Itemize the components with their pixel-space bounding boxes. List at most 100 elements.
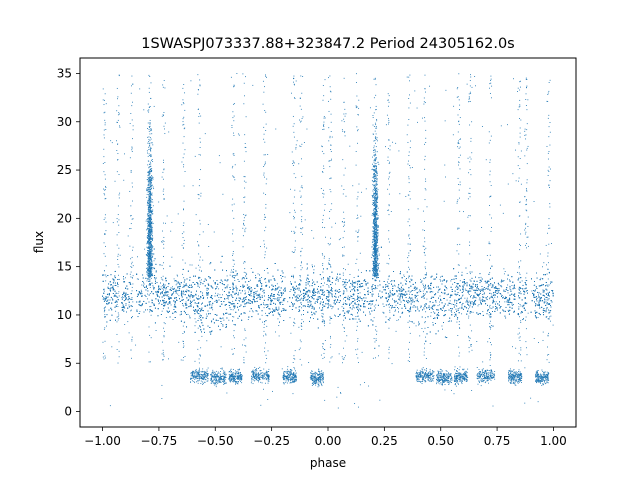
data-point	[534, 296, 536, 298]
data-point	[318, 290, 320, 292]
data-point	[489, 298, 491, 300]
data-point	[195, 294, 197, 296]
data-point	[396, 319, 398, 321]
data-point	[389, 311, 391, 313]
data-point	[222, 294, 223, 296]
data-point	[552, 324, 554, 326]
data-point	[206, 290, 208, 291]
data-point	[352, 306, 354, 308]
data-point	[492, 298, 494, 300]
data-point	[206, 292, 208, 294]
data-point	[353, 277, 355, 279]
data-point	[432, 322, 434, 324]
data-point	[128, 304, 130, 306]
data-point	[177, 287, 179, 289]
data-point	[259, 293, 261, 295]
data-point	[186, 285, 188, 287]
data-point	[364, 303, 365, 305]
data-point	[313, 269, 315, 271]
data-point	[345, 281, 347, 283]
data-point	[455, 308, 457, 310]
data-point	[103, 290, 105, 292]
data-point	[164, 304, 165, 306]
data-point	[390, 281, 392, 282]
data-point	[540, 277, 542, 279]
data-point	[181, 299, 183, 301]
data-point	[296, 297, 298, 299]
data-point	[346, 310, 348, 312]
data-point	[370, 304, 372, 306]
data-point	[312, 318, 314, 319]
data-point	[444, 314, 446, 316]
data-point	[103, 274, 105, 276]
data-point	[367, 292, 369, 294]
data-point	[372, 290, 374, 292]
data-point	[263, 302, 265, 304]
data-point	[413, 289, 415, 291]
data-point	[167, 290, 169, 292]
data-point	[233, 287, 235, 289]
data-point	[522, 306, 524, 308]
data-point	[122, 296, 123, 298]
data-point	[125, 277, 126, 279]
data-point	[518, 289, 520, 291]
data-point	[491, 307, 493, 309]
data-point	[439, 301, 441, 303]
data-point	[421, 328, 423, 329]
data-point	[175, 284, 177, 286]
data-point	[307, 298, 309, 300]
data-point	[123, 297, 125, 299]
data-point	[349, 273, 351, 275]
data-point	[531, 290, 533, 292]
data-point	[236, 289, 238, 291]
data-point	[551, 290, 553, 292]
data-point	[140, 289, 142, 291]
data-point	[185, 301, 187, 303]
data-point	[206, 305, 208, 307]
data-point	[487, 280, 489, 282]
data-point	[247, 301, 249, 303]
data-point	[347, 263, 349, 265]
data-point	[174, 287, 175, 289]
data-point	[440, 276, 441, 278]
data-point	[309, 291, 311, 293]
data-point	[205, 313, 207, 315]
data-point	[482, 311, 484, 313]
data-point	[550, 283, 551, 285]
data-point	[219, 294, 221, 296]
data-point	[269, 303, 271, 305]
data-point	[464, 297, 466, 299]
data-point	[433, 311, 434, 313]
data-point	[163, 287, 165, 289]
data-point	[444, 292, 446, 294]
data-point	[548, 272, 550, 274]
data-point	[335, 289, 337, 291]
data-point	[158, 303, 160, 305]
data-point	[276, 283, 278, 285]
data-point	[477, 305, 479, 307]
data-point	[353, 307, 355, 309]
data-point	[123, 307, 124, 308]
data-point	[232, 276, 234, 278]
data-point	[394, 300, 395, 302]
data-point	[424, 293, 426, 295]
data-point	[282, 300, 284, 302]
data-point	[232, 303, 234, 304]
data-point	[230, 271, 232, 273]
data-point	[303, 297, 305, 299]
data-point	[326, 296, 328, 298]
data-point	[128, 298, 130, 300]
data-point	[533, 284, 535, 286]
data-point	[247, 319, 249, 320]
data-point	[179, 314, 181, 316]
data-point	[194, 325, 196, 327]
data-point	[170, 304, 172, 306]
data-point	[472, 311, 474, 313]
data-point	[420, 278, 421, 280]
data-point	[454, 301, 456, 303]
data-point	[545, 299, 547, 301]
data-point	[131, 305, 133, 307]
data-point	[147, 298, 149, 300]
data-point	[544, 299, 546, 301]
